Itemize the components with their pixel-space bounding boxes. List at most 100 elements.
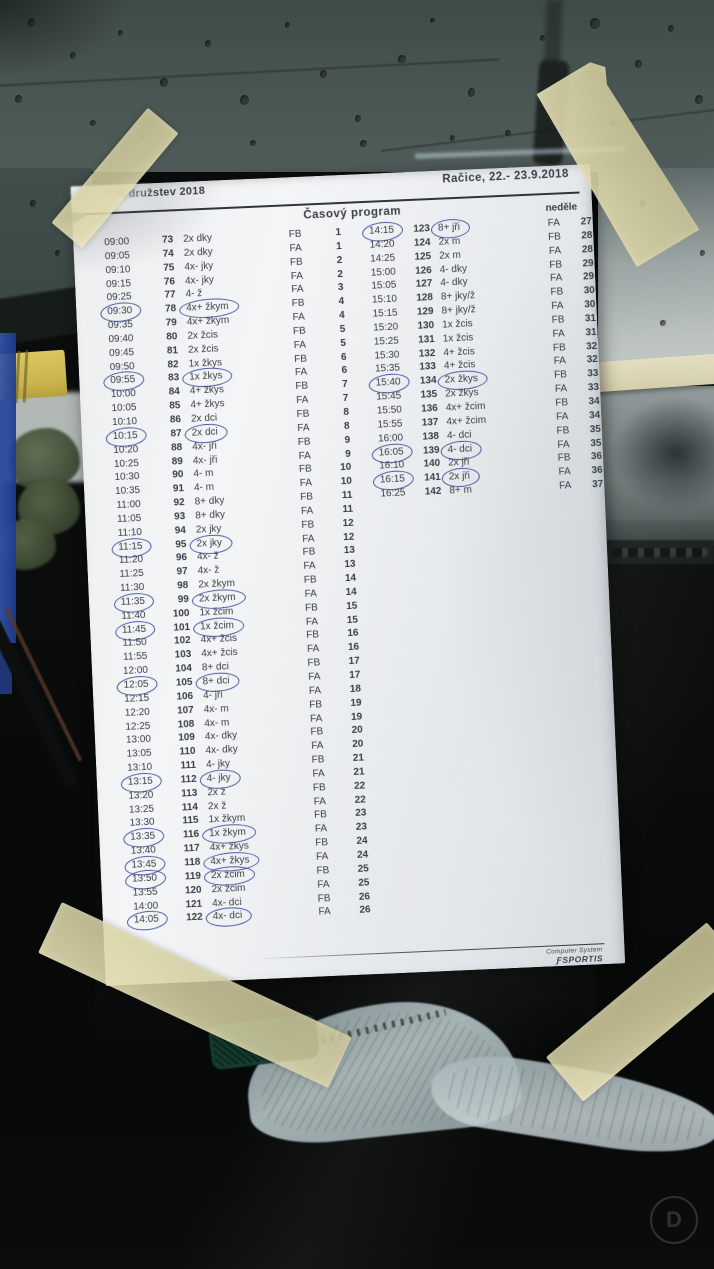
final-code-text: FB [301,519,315,531]
race-time-text: 11:40 [121,609,146,622]
pen-circle-annotation: 13:15 [127,775,154,788]
schedule-column-right: 14:15 123 8+ jři FA 27 14:20 124 2x m FB 28 14:25 1… [350,215,604,502]
race-order: 7 [319,378,348,393]
race-order: 20 [335,738,364,753]
race-order-text: 1 [335,240,342,253]
race-number-text: 109 [178,732,196,744]
race-order-text: 2 [336,254,343,266]
race-number-text: 79 [165,317,178,329]
race-order-text: 30 [584,299,596,311]
final-code-text: FA [558,466,572,478]
race-order: 14 [328,586,357,601]
rain-droplet [668,25,674,32]
race-order-text: 2 [337,268,344,280]
race-order: 8 [321,420,350,435]
race-order: 26 [342,890,371,905]
race-order: 5 [318,337,347,352]
race-number-text: 125 [414,250,432,263]
race-order-text: 36 [590,451,603,463]
race-number-text: 90 [172,469,184,481]
rain-droplet [590,18,600,29]
rain-droplet [695,95,703,104]
race-order: 17 [332,669,361,684]
race-order-text: 4 [338,296,345,308]
race-event-text: 4- m [193,481,215,494]
rain-droplet [360,140,367,147]
race-time-text: 12:20 [124,706,151,719]
race-order-text: 5 [340,337,347,349]
race-order-text: 21 [352,752,365,765]
race-order-text: 5 [339,323,346,336]
final-code-text: FB [557,452,571,465]
final-code-text: FB [296,408,310,421]
race-order: 9 [322,447,351,462]
race-time-text: 15:15 [372,307,398,320]
race-order-text: 9 [344,434,351,446]
race-time-text: 10:20 [113,443,139,456]
faint-round-emblem: D [650,1196,698,1244]
race-number-text: 117 [183,842,201,855]
race-time-text: 15:05 [371,279,397,293]
race-time-text: 09:05 [104,250,131,263]
race-order: 24 [339,835,368,850]
race-event-text: 4x- ž [196,551,219,563]
final-code-text: FA [304,588,318,600]
final-code-text: FB [289,256,303,268]
final-code-text: FA [295,394,309,407]
final-code-text: FA [297,422,310,434]
race-time-text: 10:10 [111,416,138,429]
race-order: 12 [326,530,355,545]
race-number-text: 114 [181,801,199,814]
race-order: 36 [584,464,603,479]
race-order-text: 16 [347,641,360,654]
race-number-text: 122 [185,912,204,924]
race-number-text: 119 [184,870,202,883]
race-time-text: 13:55 [132,886,158,899]
pen-circle-annotation: 4- jky [206,772,231,785]
race-order: 37 [585,478,604,493]
race-event-text: 4x- jři [192,454,218,467]
race-event-text: 4- ž [185,288,203,301]
rain-droplet [700,250,705,256]
rain-droplet [55,250,60,256]
race-order: 31 [578,326,597,341]
race-order: 19 [333,696,362,711]
rain-droplet [468,88,475,97]
race-order-text: 22 [354,794,367,806]
rain-droplet [30,200,36,207]
final-code-text: FA [294,367,308,379]
race-event-text: 4x- ž [197,564,220,577]
race-number-text: 128 [416,292,434,304]
dark-smear [543,0,563,81]
race-number-text: 89 [171,455,184,468]
race-order-text: 10 [339,462,352,474]
race-order-text: 34 [588,409,601,422]
race-order-text: 14 [345,586,357,599]
pen-circle-annotation: 1x žkys [189,370,223,384]
race-time-text: 12:25 [125,720,151,733]
race-event-text: 1x žcim [199,605,234,619]
race-event-text: 4- dci [446,429,472,442]
race-event-text: 8+ jky/ž [440,290,476,303]
final-code-text: FA [311,740,324,752]
rain-droplet [118,30,123,36]
final-code-text: FB [551,314,565,326]
race-order-text: 25 [357,863,370,875]
race-order: 2 [315,267,344,282]
race-order: 4 [316,309,345,324]
race-order: 28 [575,243,594,258]
final-code-text: FA [293,339,307,351]
dark-interior-left [0,640,95,1060]
rain-droplet [635,60,642,68]
race-time-text: 13:10 [126,761,153,774]
race-time-text: 09:25 [106,291,132,304]
final-code-text: FB [317,892,331,905]
pen-circle-annotation: 15:40 [375,376,401,389]
race-order: 29 [576,270,595,285]
final-code-text: FB [293,353,308,365]
rain-droplet [15,95,22,103]
race-order-text: 23 [355,807,367,820]
race-time-text: 13:05 [126,747,152,761]
race-time: 14:05 [115,913,160,929]
race-time-text: 09:10 [105,263,131,276]
